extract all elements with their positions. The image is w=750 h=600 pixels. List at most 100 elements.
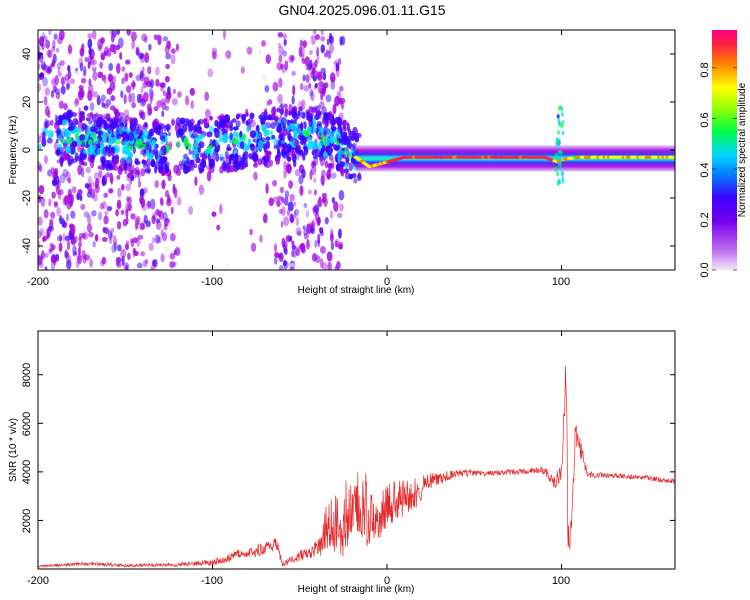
heatmap-cell <box>293 140 300 147</box>
heatmap-cell <box>134 217 139 229</box>
bot-y-axis-label: SNR (10 * v/v) <box>8 418 19 482</box>
heatmap-cell <box>326 173 331 180</box>
heatmap-cell <box>339 203 344 212</box>
heatmap-cell <box>164 245 168 254</box>
heatmap-cell <box>44 244 51 250</box>
heatmap-cell <box>91 144 97 151</box>
heatmap-cell <box>319 258 324 269</box>
heatmap-cell <box>121 77 125 85</box>
heatmap-cell <box>283 240 288 250</box>
heatmap-cell <box>146 103 152 111</box>
heatmap-cell <box>258 49 262 55</box>
colorbar-tick-label: 0.2 <box>699 212 711 227</box>
heatmap-cell <box>556 171 560 177</box>
heatmap-cell <box>127 252 131 261</box>
heatmap-cell <box>160 253 165 263</box>
heatmap-cell <box>43 96 48 106</box>
heatmap-cell <box>289 122 296 130</box>
heatmap-cell <box>312 206 317 212</box>
heatmap-cell <box>101 201 107 210</box>
heatmap-cell <box>38 73 42 82</box>
heatmap-cell <box>245 163 249 168</box>
heatmap-cell <box>81 166 85 178</box>
heatmap-cell <box>151 237 156 244</box>
heatmap-cell <box>325 116 330 124</box>
heatmap-cell <box>66 239 71 251</box>
heatmap-cell <box>65 171 71 182</box>
heatmap-cell <box>219 156 225 161</box>
heatmap-cell <box>99 61 103 69</box>
heatmap-cell <box>101 256 107 265</box>
heatmap-cell <box>308 49 313 56</box>
heatmap-cell <box>162 36 169 42</box>
heatmap-cell <box>98 170 103 179</box>
heatmap-cell <box>44 266 48 270</box>
heatmap-cell <box>561 120 565 125</box>
heatmap-cell <box>277 32 284 38</box>
heatmap-cell <box>557 178 561 184</box>
heatmap-cell <box>167 221 173 232</box>
heatmap-cell <box>320 134 325 139</box>
top-ytick-label: -20 <box>21 190 33 206</box>
heatmap-cell <box>303 85 310 92</box>
heatmap-cell <box>278 252 284 262</box>
heatmap-cell <box>125 208 129 219</box>
heatmap-cell <box>291 240 295 247</box>
heatmap-cell <box>145 147 150 158</box>
heatmap-cell <box>558 161 562 167</box>
heatmap-cell <box>66 259 72 270</box>
heatmap-cell <box>303 232 309 240</box>
heatmap-cell <box>151 159 156 167</box>
heatmap-cell <box>130 81 137 88</box>
heatmap-cell <box>81 141 86 149</box>
heatmap-cell <box>169 141 173 151</box>
heatmap-cell <box>111 121 118 129</box>
heatmap-cell <box>114 153 120 160</box>
heatmap-cell <box>89 258 93 268</box>
heatmap-cell <box>59 64 65 75</box>
heatmap-cell <box>109 30 115 36</box>
colorbar-gradient <box>712 30 737 270</box>
heatmap-cell <box>38 164 43 173</box>
heatmap-cell <box>47 110 51 119</box>
heatmap-cell <box>103 50 108 56</box>
heatmap-cell <box>329 35 333 43</box>
heatmap-cell <box>314 149 322 158</box>
heatmap-cell <box>330 80 336 90</box>
heatmap-cell <box>123 262 130 270</box>
heatmap-cell <box>290 55 295 62</box>
heatmap-cell <box>250 143 255 148</box>
heatmap-cell <box>39 72 45 78</box>
heatmap-cell <box>48 225 54 232</box>
heatmap-cell <box>89 55 95 67</box>
heatmap-cell <box>84 183 89 189</box>
heatmap-cell <box>253 171 258 181</box>
top-xtick-label: -100 <box>201 276 223 288</box>
heatmap-cell <box>75 260 80 269</box>
heatmap-cell <box>341 119 348 127</box>
heatmap-cell <box>67 44 73 55</box>
heatmap-cell <box>109 81 116 92</box>
heatmap-cell <box>273 144 279 150</box>
heatmap-cell <box>98 116 104 123</box>
heatmap-cell <box>110 32 115 43</box>
heatmap-cell <box>38 194 42 203</box>
heatmap-cell <box>125 240 130 246</box>
heatmap-cell <box>299 39 303 48</box>
top-xtick-label: 100 <box>552 276 570 288</box>
heatmap-cell <box>42 235 48 242</box>
heatmap-cell <box>91 181 95 187</box>
heatmap-cell <box>296 114 300 120</box>
heatmap-cell <box>124 243 130 251</box>
heatmap-cell <box>50 167 55 174</box>
heatmap-cell <box>125 216 129 225</box>
heatmap-cell <box>334 143 341 151</box>
heatmap-cell <box>258 114 263 120</box>
heatmap-cell <box>198 167 205 173</box>
heatmap-cell <box>294 208 300 216</box>
heatmap-cell <box>56 47 60 53</box>
heatmap-cell <box>70 158 78 164</box>
heatmap-cell <box>352 126 358 137</box>
heatmap-cell <box>249 130 257 139</box>
heatmap-cell <box>176 196 182 206</box>
